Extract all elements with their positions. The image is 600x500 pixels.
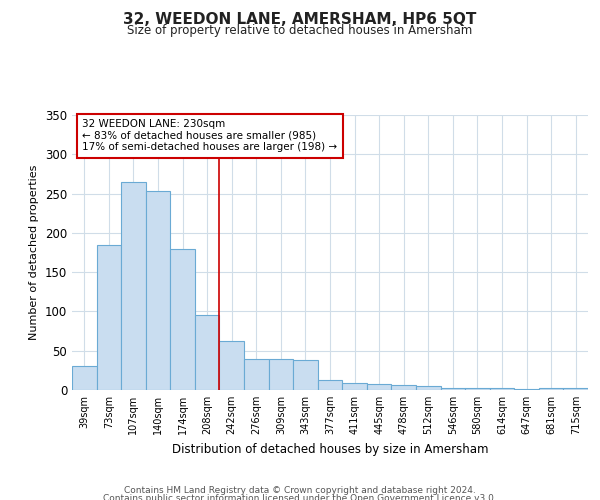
Bar xyxy=(72,366,97,390)
Bar xyxy=(391,386,416,390)
Bar xyxy=(195,316,220,390)
Bar xyxy=(121,182,146,390)
Text: Contains HM Land Registry data © Crown copyright and database right 2024.: Contains HM Land Registry data © Crown c… xyxy=(124,486,476,495)
Text: Size of property relative to detached houses in Amersham: Size of property relative to detached ho… xyxy=(127,24,473,37)
Bar xyxy=(465,388,490,390)
Text: Contains public sector information licensed under the Open Government Licence v3: Contains public sector information licen… xyxy=(103,494,497,500)
Bar xyxy=(539,388,563,390)
Bar xyxy=(318,380,342,390)
Text: 32 WEEDON LANE: 230sqm
← 83% of detached houses are smaller (985)
17% of semi-de: 32 WEEDON LANE: 230sqm ← 83% of detached… xyxy=(82,119,337,152)
Bar xyxy=(342,383,367,390)
Bar xyxy=(146,191,170,390)
Bar xyxy=(244,358,269,390)
Bar xyxy=(220,340,244,390)
Bar xyxy=(293,360,318,390)
Bar xyxy=(490,388,514,390)
Text: 32, WEEDON LANE, AMERSHAM, HP6 5QT: 32, WEEDON LANE, AMERSHAM, HP6 5QT xyxy=(124,12,476,28)
X-axis label: Distribution of detached houses by size in Amersham: Distribution of detached houses by size … xyxy=(172,442,488,456)
Y-axis label: Number of detached properties: Number of detached properties xyxy=(29,165,40,340)
Bar xyxy=(269,358,293,390)
Bar xyxy=(440,388,465,390)
Bar xyxy=(97,244,121,390)
Bar xyxy=(563,388,588,390)
Bar xyxy=(367,384,391,390)
Bar xyxy=(514,389,539,390)
Bar xyxy=(416,386,440,390)
Bar xyxy=(170,248,195,390)
